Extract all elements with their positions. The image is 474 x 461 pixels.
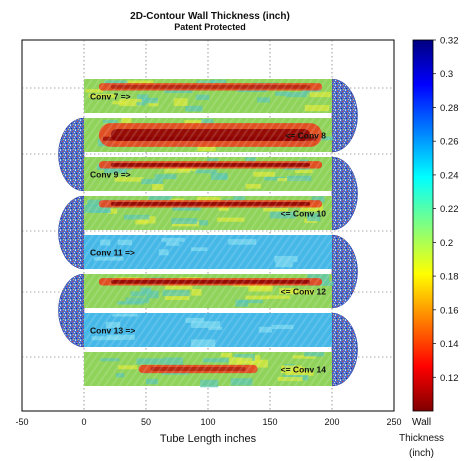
strip-streaks <box>84 157 332 191</box>
tube-strip <box>84 157 332 191</box>
x-tick-label: 200 <box>324 417 339 427</box>
strip-streaks <box>84 79 332 113</box>
tube-strip <box>84 79 332 113</box>
tube-strip <box>84 274 334 308</box>
strip-streaks <box>84 313 332 347</box>
x-tick-label: 250 <box>386 417 401 427</box>
strip-streaks <box>84 352 332 386</box>
colorbar: 0.32 0.3 0.28 0.26 0.24 0.22 0.2 0.18 0.16 0.14 0.… <box>399 36 459 460</box>
x-axis-ticks: -50 0 50 100 150 200 250 <box>15 417 401 427</box>
conv-label: Conv 11 => <box>90 248 135 258</box>
tube-bends <box>58 78 358 387</box>
colorbar-tick-label: 0.24 <box>440 170 459 181</box>
tube-bend <box>58 195 85 270</box>
plot-area: Conv 7 => <= Conv 8 Conv 9 => <= Conv 10 Con… <box>15 39 402 427</box>
colorbar-tick-label: 0.26 <box>440 137 459 148</box>
tube-strip <box>84 352 332 388</box>
colorbar-tick-label: 0.12 <box>440 373 459 384</box>
chart-title: 2D-Contour Wall Thickness (inch) <box>130 11 290 22</box>
colorbar-tick-label: 0.28 <box>440 103 459 114</box>
x-tick-label: -50 <box>15 417 28 427</box>
tube-bend <box>331 234 358 309</box>
tube-strip <box>84 313 332 348</box>
tube-bend <box>331 156 358 231</box>
strip-streaks <box>84 235 332 269</box>
tube-bend <box>58 117 85 192</box>
strip-streaks <box>84 274 332 308</box>
colorbar-tick-label: 0.2 <box>440 238 453 249</box>
strip-streaks <box>84 196 332 230</box>
conv-label: <= Conv 14 <box>281 365 327 375</box>
colorbar-tick-label: 0.3 <box>440 69 453 80</box>
x-axis-label: Tube Length inches <box>160 433 257 445</box>
tube-strips <box>84 79 334 388</box>
conv-label: Conv 7 => <box>90 92 131 102</box>
colorbar-scale <box>412 39 434 412</box>
conv-labels: Conv 7 => <= Conv 8 Conv 9 => <= Conv 10 Con… <box>90 92 326 375</box>
conv-label: <= Conv 10 <box>281 209 327 219</box>
tube-strip <box>84 196 332 230</box>
tube-bend <box>58 273 85 348</box>
strip-streaks <box>84 118 332 152</box>
x-tick-label: 100 <box>200 417 215 427</box>
tube-bend <box>331 312 358 387</box>
colorbar-label-line-3: (inch) <box>409 448 434 459</box>
chart-subtitle: Patent Protected <box>174 22 246 32</box>
conv-label: Conv 9 => <box>90 170 131 180</box>
conv-label: <= Conv 12 <box>281 287 327 297</box>
colorbar-label-line-2: Thickness <box>399 433 444 444</box>
conv-label: <= Conv 8 <box>285 131 326 141</box>
colorbar-tick-label: 0.18 <box>440 272 459 283</box>
conv-label: Conv 13 => <box>90 326 135 336</box>
colorbar-tick-label: 0.32 <box>440 36 459 47</box>
x-tick-label: 150 <box>262 417 277 427</box>
x-tick-label: 0 <box>81 417 86 427</box>
colorbar-ticks: 0.32 0.3 0.28 0.26 0.24 0.22 0.2 0.18 0.16 0.14 0.… <box>433 36 459 384</box>
tube-strip <box>84 118 333 152</box>
x-tick-label: 50 <box>141 417 151 427</box>
colorbar-tick-label: 0.14 <box>440 339 459 350</box>
colorbar-label-line-1: Wall <box>412 417 431 428</box>
tube-strip <box>84 235 332 269</box>
tube-bend <box>331 78 358 153</box>
colorbar-tick-label: 0.22 <box>440 204 459 215</box>
colorbar-tick-label: 0.16 <box>440 305 459 316</box>
